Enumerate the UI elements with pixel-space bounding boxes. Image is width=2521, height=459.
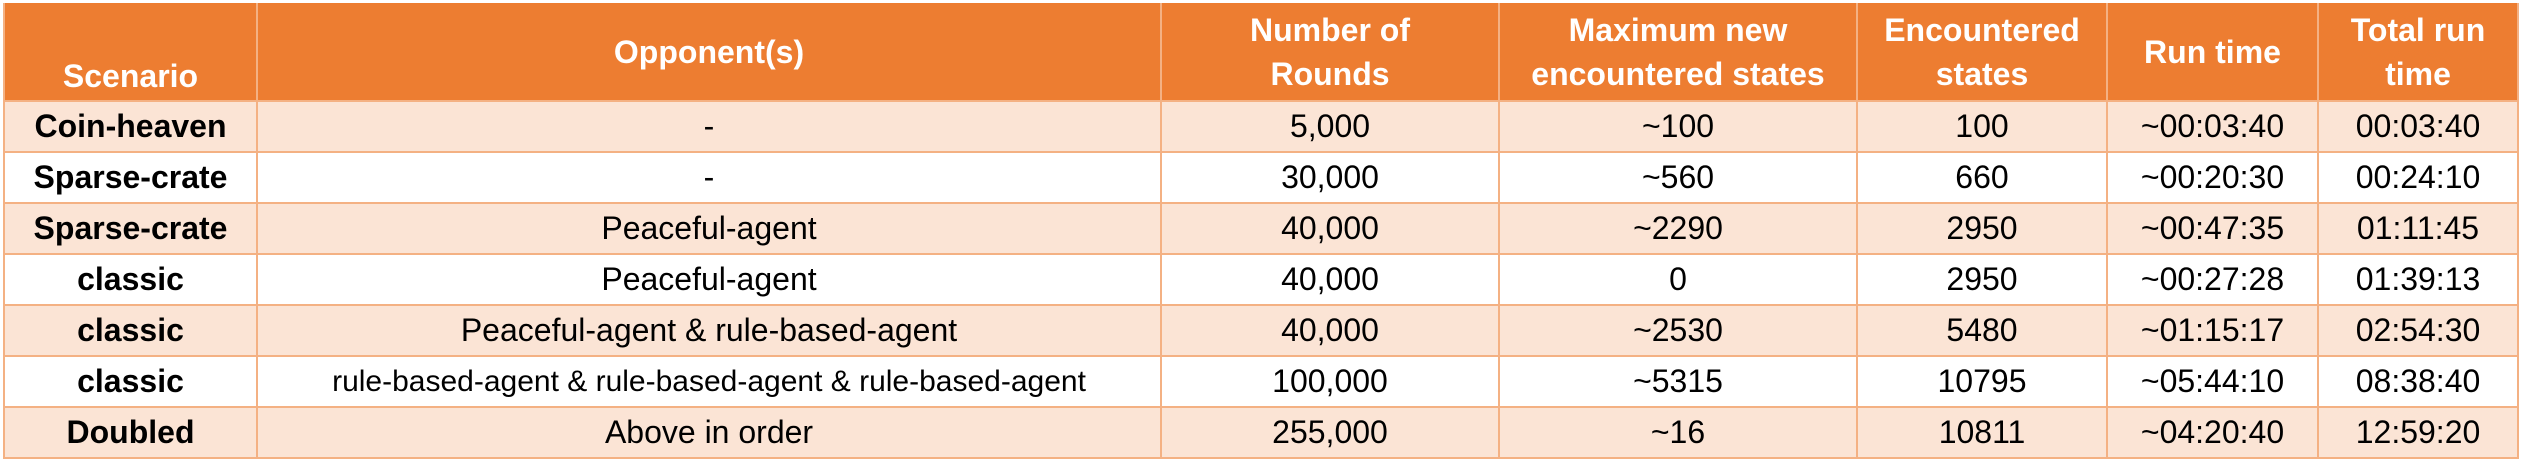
cell-max-new-states: 0: [1498, 253, 1858, 306]
header-run-time: Run time: [2106, 3, 2319, 101]
cell-run-time: ~04:20:40: [2106, 406, 2319, 459]
cell-rounds: 100,000: [1160, 355, 1500, 408]
header-encountered-line-2: states: [1935, 55, 2029, 92]
header-encountered-line-1: Encountered: [1884, 11, 2080, 48]
cell-run-time: ~00:27:28: [2106, 253, 2319, 306]
cell-encountered-states: 10811: [1856, 406, 2108, 459]
header-opponents: Opponent(s): [256, 3, 1162, 101]
header-total-line-1: Total run: [2350, 11, 2486, 48]
header-total-line-2: time: [2385, 55, 2451, 92]
cell-opponents: Above in order: [256, 406, 1162, 459]
cell-encountered-states: 2950: [1856, 253, 2108, 306]
cell-rounds: 40,000: [1160, 304, 1500, 357]
cell-total-run-time: 08:38:40: [2317, 355, 2519, 408]
table-row: classic Peaceful-agent 40,000 0 2950 ~00…: [3, 253, 2519, 306]
cell-total-run-time: 00:24:10: [2317, 151, 2519, 204]
cell-scenario: Sparse-crate: [3, 151, 258, 204]
header-rounds: Number of Rounds: [1160, 3, 1500, 101]
cell-total-run-time: 01:39:13: [2317, 253, 2519, 306]
cell-encountered-states: 2950: [1856, 202, 2108, 255]
header-max-new-states: Maximum new encountered states: [1498, 3, 1858, 101]
cell-opponents: Peaceful-agent & rule-based-agent: [256, 304, 1162, 357]
header-total-run-time: Total run time: [2317, 3, 2519, 101]
cell-opponents: rule-based-agent & rule-based-agent & ru…: [256, 355, 1162, 408]
cell-total-run-time: 00:03:40: [2317, 100, 2519, 153]
cell-scenario: classic: [3, 253, 258, 306]
cell-opponents: -: [256, 151, 1162, 204]
cell-scenario: classic: [3, 304, 258, 357]
cell-total-run-time: 02:54:30: [2317, 304, 2519, 357]
cell-opponents: Peaceful-agent: [256, 202, 1162, 255]
cell-max-new-states: ~2290: [1498, 202, 1858, 255]
header-rounds-line-1: Number of: [1250, 11, 1410, 48]
header-scenario: Scenario: [3, 3, 258, 101]
table-row: classic rule-based-agent & rule-based-ag…: [3, 355, 2519, 408]
cell-run-time: ~01:15:17: [2106, 304, 2319, 357]
table-row: Coin-heaven - 5,000 ~100 100 ~00:03:40 0…: [3, 100, 2519, 153]
header-row: Scenario Opponent(s) Number of Rounds Ma…: [3, 3, 2519, 101]
cell-rounds: 255,000: [1160, 406, 1500, 459]
cell-opponents: Peaceful-agent: [256, 253, 1162, 306]
table-row: Sparse-crate - 30,000 ~560 660 ~00:20:30…: [3, 151, 2519, 204]
cell-encountered-states: 10795: [1856, 355, 2108, 408]
cell-rounds: 40,000: [1160, 202, 1500, 255]
cell-rounds: 30,000: [1160, 151, 1500, 204]
cell-run-time: ~00:20:30: [2106, 151, 2319, 204]
table-header: Scenario Opponent(s) Number of Rounds Ma…: [3, 3, 2519, 101]
results-table: Scenario Opponent(s) Number of Rounds Ma…: [3, 3, 2519, 459]
cell-total-run-time: 01:11:45: [2317, 202, 2519, 255]
cell-max-new-states: ~16: [1498, 406, 1858, 459]
table-row: classic Peaceful-agent & rule-based-agen…: [3, 304, 2519, 357]
table-row: Doubled Above in order 255,000 ~16 10811…: [3, 406, 2519, 459]
cell-total-run-time: 12:59:20: [2317, 406, 2519, 459]
cell-run-time: ~00:47:35: [2106, 202, 2319, 255]
cell-encountered-states: 660: [1856, 151, 2108, 204]
cell-opponents: -: [256, 100, 1162, 153]
cell-max-new-states: ~560: [1498, 151, 1858, 204]
header-max-new-line-2: encountered states: [1531, 55, 1825, 92]
cell-scenario: Sparse-crate: [3, 202, 258, 255]
cell-run-time: ~00:03:40: [2106, 100, 2319, 153]
cell-scenario: classic: [3, 355, 258, 408]
cell-scenario: Coin-heaven: [3, 100, 258, 153]
table-row: Sparse-crate Peaceful-agent 40,000 ~2290…: [3, 202, 2519, 255]
cell-max-new-states: ~100: [1498, 100, 1858, 153]
cell-rounds: 5,000: [1160, 100, 1500, 153]
header-rounds-line-2: Rounds: [1270, 55, 1390, 92]
table-body: Coin-heaven - 5,000 ~100 100 ~00:03:40 0…: [3, 100, 2519, 459]
header-encountered-states: Encountered states: [1856, 3, 2108, 101]
header-max-new-line-1: Maximum new: [1568, 11, 1788, 48]
cell-max-new-states: ~5315: [1498, 355, 1858, 408]
results-table-container: Scenario Opponent(s) Number of Rounds Ma…: [3, 3, 2519, 459]
cell-run-time: ~05:44:10: [2106, 355, 2319, 408]
cell-max-new-states: ~2530: [1498, 304, 1858, 357]
cell-encountered-states: 5480: [1856, 304, 2108, 357]
cell-rounds: 40,000: [1160, 253, 1500, 306]
cell-encountered-states: 100: [1856, 100, 2108, 153]
cell-scenario: Doubled: [3, 406, 258, 459]
